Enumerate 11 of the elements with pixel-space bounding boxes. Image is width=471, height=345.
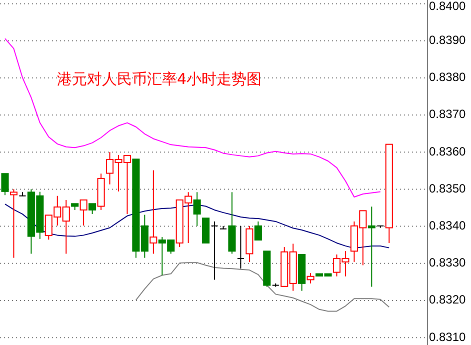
ytick: 0.8380 bbox=[429, 70, 466, 84]
ytick: 0.8390 bbox=[429, 32, 466, 47]
ytick: 0.8400 bbox=[429, 0, 466, 14]
ytick: 0.8360 bbox=[429, 144, 466, 158]
ytick: 0.8370 bbox=[429, 107, 466, 122]
ytick: 0.8350 bbox=[429, 181, 466, 196]
ytick: 0.8340 bbox=[429, 218, 466, 232]
ytick: 0.8310 bbox=[429, 330, 466, 344]
title: 港元对人民币汇率4小时走势图 bbox=[57, 70, 262, 88]
ytick: 0.8330 bbox=[429, 256, 466, 270]
ytick: 0.8320 bbox=[429, 292, 466, 307]
